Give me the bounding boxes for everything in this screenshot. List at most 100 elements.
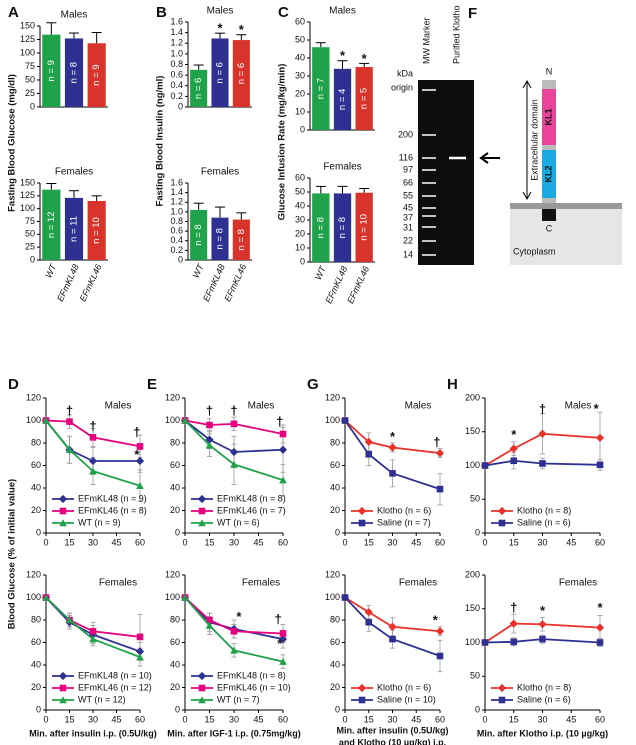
- x-tick-label: EFmKL46: [78, 263, 104, 304]
- y-tick-label: 75: [25, 216, 35, 226]
- marker: [278, 445, 288, 454]
- y-tick-label: 1.6: [170, 177, 183, 187]
- y-tick-label: 40: [330, 482, 340, 492]
- marker: [435, 627, 445, 636]
- marker: [230, 646, 238, 654]
- x-tick-label: 15: [64, 714, 74, 724]
- y-tick-label: 80: [330, 437, 340, 447]
- marker: [436, 485, 444, 493]
- panel-letter: D: [8, 376, 19, 393]
- significance: *: [239, 22, 245, 37]
- x-axis-label: Min. after Klotho i.p. (10 µg/kg): [477, 728, 608, 738]
- x-tick-label: EFmKL46: [345, 265, 371, 306]
- y-tick-label: 125: [20, 190, 35, 200]
- y-tick-label: 50: [25, 229, 35, 239]
- marker: [89, 627, 97, 635]
- bar: [333, 68, 352, 130]
- legend-label: Klotho (n = 8): [517, 505, 571, 515]
- annotation: †: [66, 403, 73, 418]
- legend-label: Klotho (n = 6): [377, 682, 431, 692]
- y-tick-label: 20: [31, 682, 41, 692]
- n-label: n = 6: [193, 78, 204, 99]
- lane-label: MW Marker: [421, 18, 431, 65]
- marker: [230, 460, 238, 468]
- marker: [89, 434, 97, 441]
- n-label: n = 7: [315, 78, 326, 99]
- x-tick-label: 60: [595, 714, 605, 724]
- extracellular-label: Extracellular domain: [529, 99, 539, 181]
- chart: 0 20 40 60 80 100 120 0 15 30 45 60 † † † * EFmKL48 (n =…: [7, 376, 147, 629]
- y-axis-label: Fasting Blood Glucose (mg/dl): [7, 74, 18, 212]
- marker: [181, 416, 189, 424]
- membrane: [510, 203, 622, 209]
- legend-marker: [358, 519, 366, 527]
- y-axis-label: Blood Glucose (% of initial value): [7, 479, 18, 629]
- n-label: n = 5: [359, 88, 370, 109]
- marker: [279, 630, 287, 637]
- series-line: [45, 596, 141, 658]
- chart: 0 25 50 75 100 125 150 n = 12 WT n = 11 EFmKL48 n =…: [20, 167, 108, 303]
- marker: [88, 630, 98, 639]
- n-label: n = 8: [215, 228, 226, 249]
- n-label: n = 4: [337, 89, 348, 110]
- marker-label: 14: [403, 249, 413, 259]
- y-tick-label: 60: [31, 460, 41, 470]
- annotation: *: [433, 613, 439, 628]
- marker-label: 66: [403, 177, 413, 187]
- x-tick-label: 0: [342, 537, 347, 547]
- legend-marker: [357, 506, 367, 516]
- bar: [355, 67, 373, 130]
- marker: [205, 441, 214, 449]
- y-tick-label: 150: [20, 177, 35, 187]
- y-tick-label: 20: [295, 228, 305, 238]
- y-tick-label: 1.6: [170, 16, 183, 26]
- x-tick-label: 0: [182, 537, 187, 547]
- series-line: [484, 432, 601, 467]
- series-line: [184, 419, 284, 435]
- panel-letter: C: [278, 4, 289, 21]
- n-label: n = 8: [69, 62, 80, 83]
- series-line: [184, 596, 284, 663]
- y-tick-label: 20: [170, 505, 180, 515]
- y-tick-label: 60: [170, 637, 180, 647]
- y-tick-label: 0.6: [170, 226, 183, 236]
- unit-label: kDa: [397, 68, 413, 78]
- x-tick-label: 30: [387, 714, 397, 724]
- x-axis-label: Min. after insulin i.p. (0.5U/kg): [29, 728, 157, 738]
- n-label: n = 8: [236, 229, 247, 250]
- series-line: [184, 596, 284, 635]
- x-axis-label: Min. after insulin (0.5U/kg): [336, 725, 448, 735]
- y-tick-label: 80: [170, 614, 180, 624]
- marker: [596, 461, 604, 469]
- y-tick-label: 25: [25, 242, 35, 252]
- y-tick-label: 0.4: [170, 80, 183, 90]
- legend-label: Saline (n = 6): [517, 694, 571, 704]
- x-tick-label: 45: [253, 537, 263, 547]
- chart: 0 20 40 60 80 100 120 0 15 30 45 60 * Klotho (n = 6) S…: [325, 569, 449, 745]
- marker: [135, 647, 145, 656]
- x-tick-label: 30: [229, 714, 239, 724]
- y-tick-label: 50: [25, 74, 35, 84]
- marker: [279, 657, 287, 665]
- y-tick-label: 0: [335, 527, 340, 537]
- y-tick-label: 50: [295, 34, 305, 44]
- marker: [509, 619, 518, 628]
- x-tick-label: 45: [411, 714, 421, 724]
- y-tick-label: 150: [20, 20, 35, 30]
- series-line: [344, 596, 441, 657]
- marker: [89, 467, 97, 475]
- legend-marker: [197, 494, 207, 504]
- series-line: [484, 622, 601, 644]
- marker: [341, 594, 349, 601]
- marker-bands: [422, 89, 436, 256]
- significance: *: [340, 48, 346, 63]
- marker-label: 45: [403, 202, 413, 212]
- chart: 0 20 40 60 80 100 120 0 15 30 45 60 † † † EFmKL48 (n = …: [147, 376, 288, 547]
- marker: [364, 437, 373, 446]
- x-tick-label: 15: [204, 714, 214, 724]
- y-tick-label: 0.6: [170, 70, 183, 80]
- y-tick-label: 100: [20, 47, 35, 57]
- marker: [88, 456, 98, 466]
